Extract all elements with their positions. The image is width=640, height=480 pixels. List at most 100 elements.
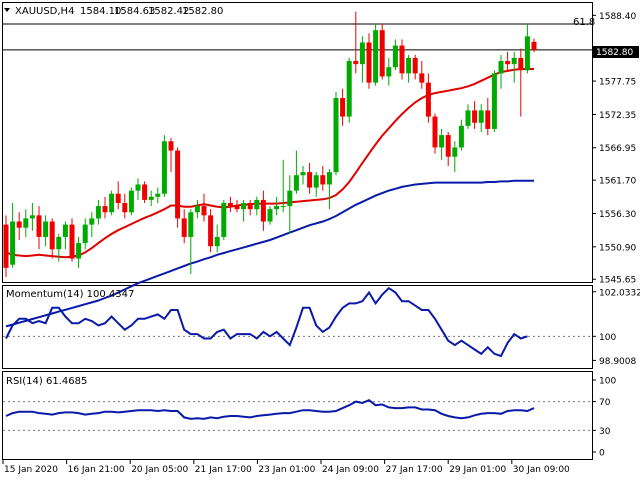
candle bbox=[518, 48, 524, 117]
candle bbox=[227, 196, 233, 213]
candle bbox=[148, 190, 154, 207]
candle-body bbox=[452, 147, 458, 157]
time-tick-label: 24 Jan 09:00 bbox=[322, 465, 379, 475]
candle-body bbox=[227, 202, 233, 207]
candle bbox=[16, 212, 22, 241]
time-axis: 15 Jan 2020 16 Jan 21:00 20 Jan 05:00 21 Ja… bbox=[2, 460, 570, 475]
candle bbox=[478, 104, 484, 133]
candle bbox=[287, 175, 293, 234]
candle-body bbox=[518, 57, 524, 71]
candle bbox=[511, 51, 517, 83]
candle-body bbox=[511, 57, 517, 65]
candle-body bbox=[307, 172, 313, 188]
time-tick-label: 30 Jan 09:00 bbox=[513, 465, 570, 475]
candle-body bbox=[287, 190, 293, 207]
time-tick-label: 27 Jan 17:00 bbox=[386, 465, 443, 475]
candle-body bbox=[524, 36, 530, 71]
candle bbox=[346, 57, 352, 123]
candle-body bbox=[23, 218, 29, 228]
candle-body bbox=[333, 98, 339, 173]
candle bbox=[23, 209, 29, 237]
candle-body bbox=[49, 221, 55, 250]
candle-body bbox=[201, 206, 207, 216]
price-panel-frame[interactable] bbox=[2, 2, 593, 283]
candle bbox=[221, 199, 227, 241]
candle bbox=[340, 88, 346, 126]
candle bbox=[320, 165, 326, 191]
momentum-tick-label: 100 bbox=[599, 333, 616, 343]
rsi-title: RSI(14) 61.4685 bbox=[6, 376, 87, 387]
candle-body bbox=[531, 41, 537, 50]
candle-body bbox=[188, 212, 194, 237]
candle bbox=[36, 206, 42, 250]
rsi-tick-label: 70 bbox=[599, 398, 611, 408]
candle-body bbox=[102, 206, 108, 213]
candle-body bbox=[260, 199, 266, 222]
candle bbox=[485, 98, 491, 136]
price-axis: 1588.40 1577.75 1572.35 1566.95 1561.70 1556.… bbox=[592, 12, 636, 286]
candle-body bbox=[432, 116, 438, 148]
time-tick-label: 20 Jan 05:00 bbox=[131, 465, 188, 475]
rsi-line bbox=[5, 399, 535, 420]
candle bbox=[373, 23, 379, 86]
candle bbox=[76, 236, 82, 268]
rsi-panel-frame[interactable] bbox=[2, 371, 593, 460]
candle-body bbox=[10, 221, 16, 265]
price-tick-label: 1556.30 bbox=[599, 210, 636, 220]
candle bbox=[326, 169, 332, 210]
time-tick-label: 21 Jan 17:00 bbox=[195, 465, 252, 475]
fib-level-label: 61.8 bbox=[573, 17, 595, 28]
candle-body bbox=[406, 57, 412, 74]
candle-body bbox=[62, 224, 68, 237]
candle bbox=[241, 199, 247, 222]
candle-body bbox=[478, 110, 484, 123]
candle bbox=[247, 199, 253, 216]
candle bbox=[168, 138, 174, 173]
dropdown-arrow-icon[interactable] bbox=[4, 8, 10, 12]
candle bbox=[128, 187, 134, 216]
candle-body bbox=[386, 67, 392, 77]
candle bbox=[142, 181, 148, 203]
candle-body bbox=[366, 42, 372, 83]
candle bbox=[109, 190, 115, 216]
candle bbox=[505, 51, 511, 71]
candle-body bbox=[247, 202, 253, 210]
candle-body bbox=[29, 215, 35, 219]
candle bbox=[254, 196, 260, 216]
candle-body bbox=[254, 199, 260, 210]
candle-body bbox=[76, 243, 82, 259]
candle-body bbox=[43, 221, 49, 237]
candle bbox=[267, 206, 273, 225]
candle-body bbox=[346, 61, 352, 117]
symbol-header: XAUUSD,H4 1584.10 1584.63 1582.42 1582.8… bbox=[4, 6, 223, 17]
candle-body bbox=[122, 202, 128, 213]
price-tick-label: 1572.35 bbox=[599, 111, 636, 121]
momentum-tick-label: 102.0332 bbox=[599, 288, 640, 298]
candle bbox=[155, 187, 161, 203]
candle-body bbox=[445, 135, 451, 157]
candle bbox=[445, 132, 451, 166]
candle bbox=[201, 193, 207, 222]
candle bbox=[62, 221, 68, 250]
candle-body bbox=[175, 150, 181, 219]
candle bbox=[89, 212, 95, 237]
candle bbox=[188, 209, 194, 274]
candle bbox=[56, 233, 62, 262]
candle bbox=[458, 119, 464, 151]
sma-slow-line bbox=[5, 179, 534, 328]
candle-body bbox=[293, 175, 299, 191]
candlestick-series bbox=[3, 11, 537, 278]
candle-body bbox=[69, 224, 75, 259]
candle-body bbox=[155, 193, 161, 197]
candle bbox=[452, 141, 458, 173]
candle-body bbox=[274, 206, 280, 210]
rsi-tick-label: 100 bbox=[599, 377, 616, 387]
price-tick-label: 1550.90 bbox=[599, 243, 636, 253]
candle bbox=[95, 199, 101, 225]
ohlc-open: 1584.10 bbox=[80, 6, 121, 17]
candle bbox=[379, 23, 385, 80]
candle-body bbox=[168, 141, 174, 151]
sma-fast-line bbox=[5, 68, 534, 259]
candle-body bbox=[3, 224, 9, 268]
